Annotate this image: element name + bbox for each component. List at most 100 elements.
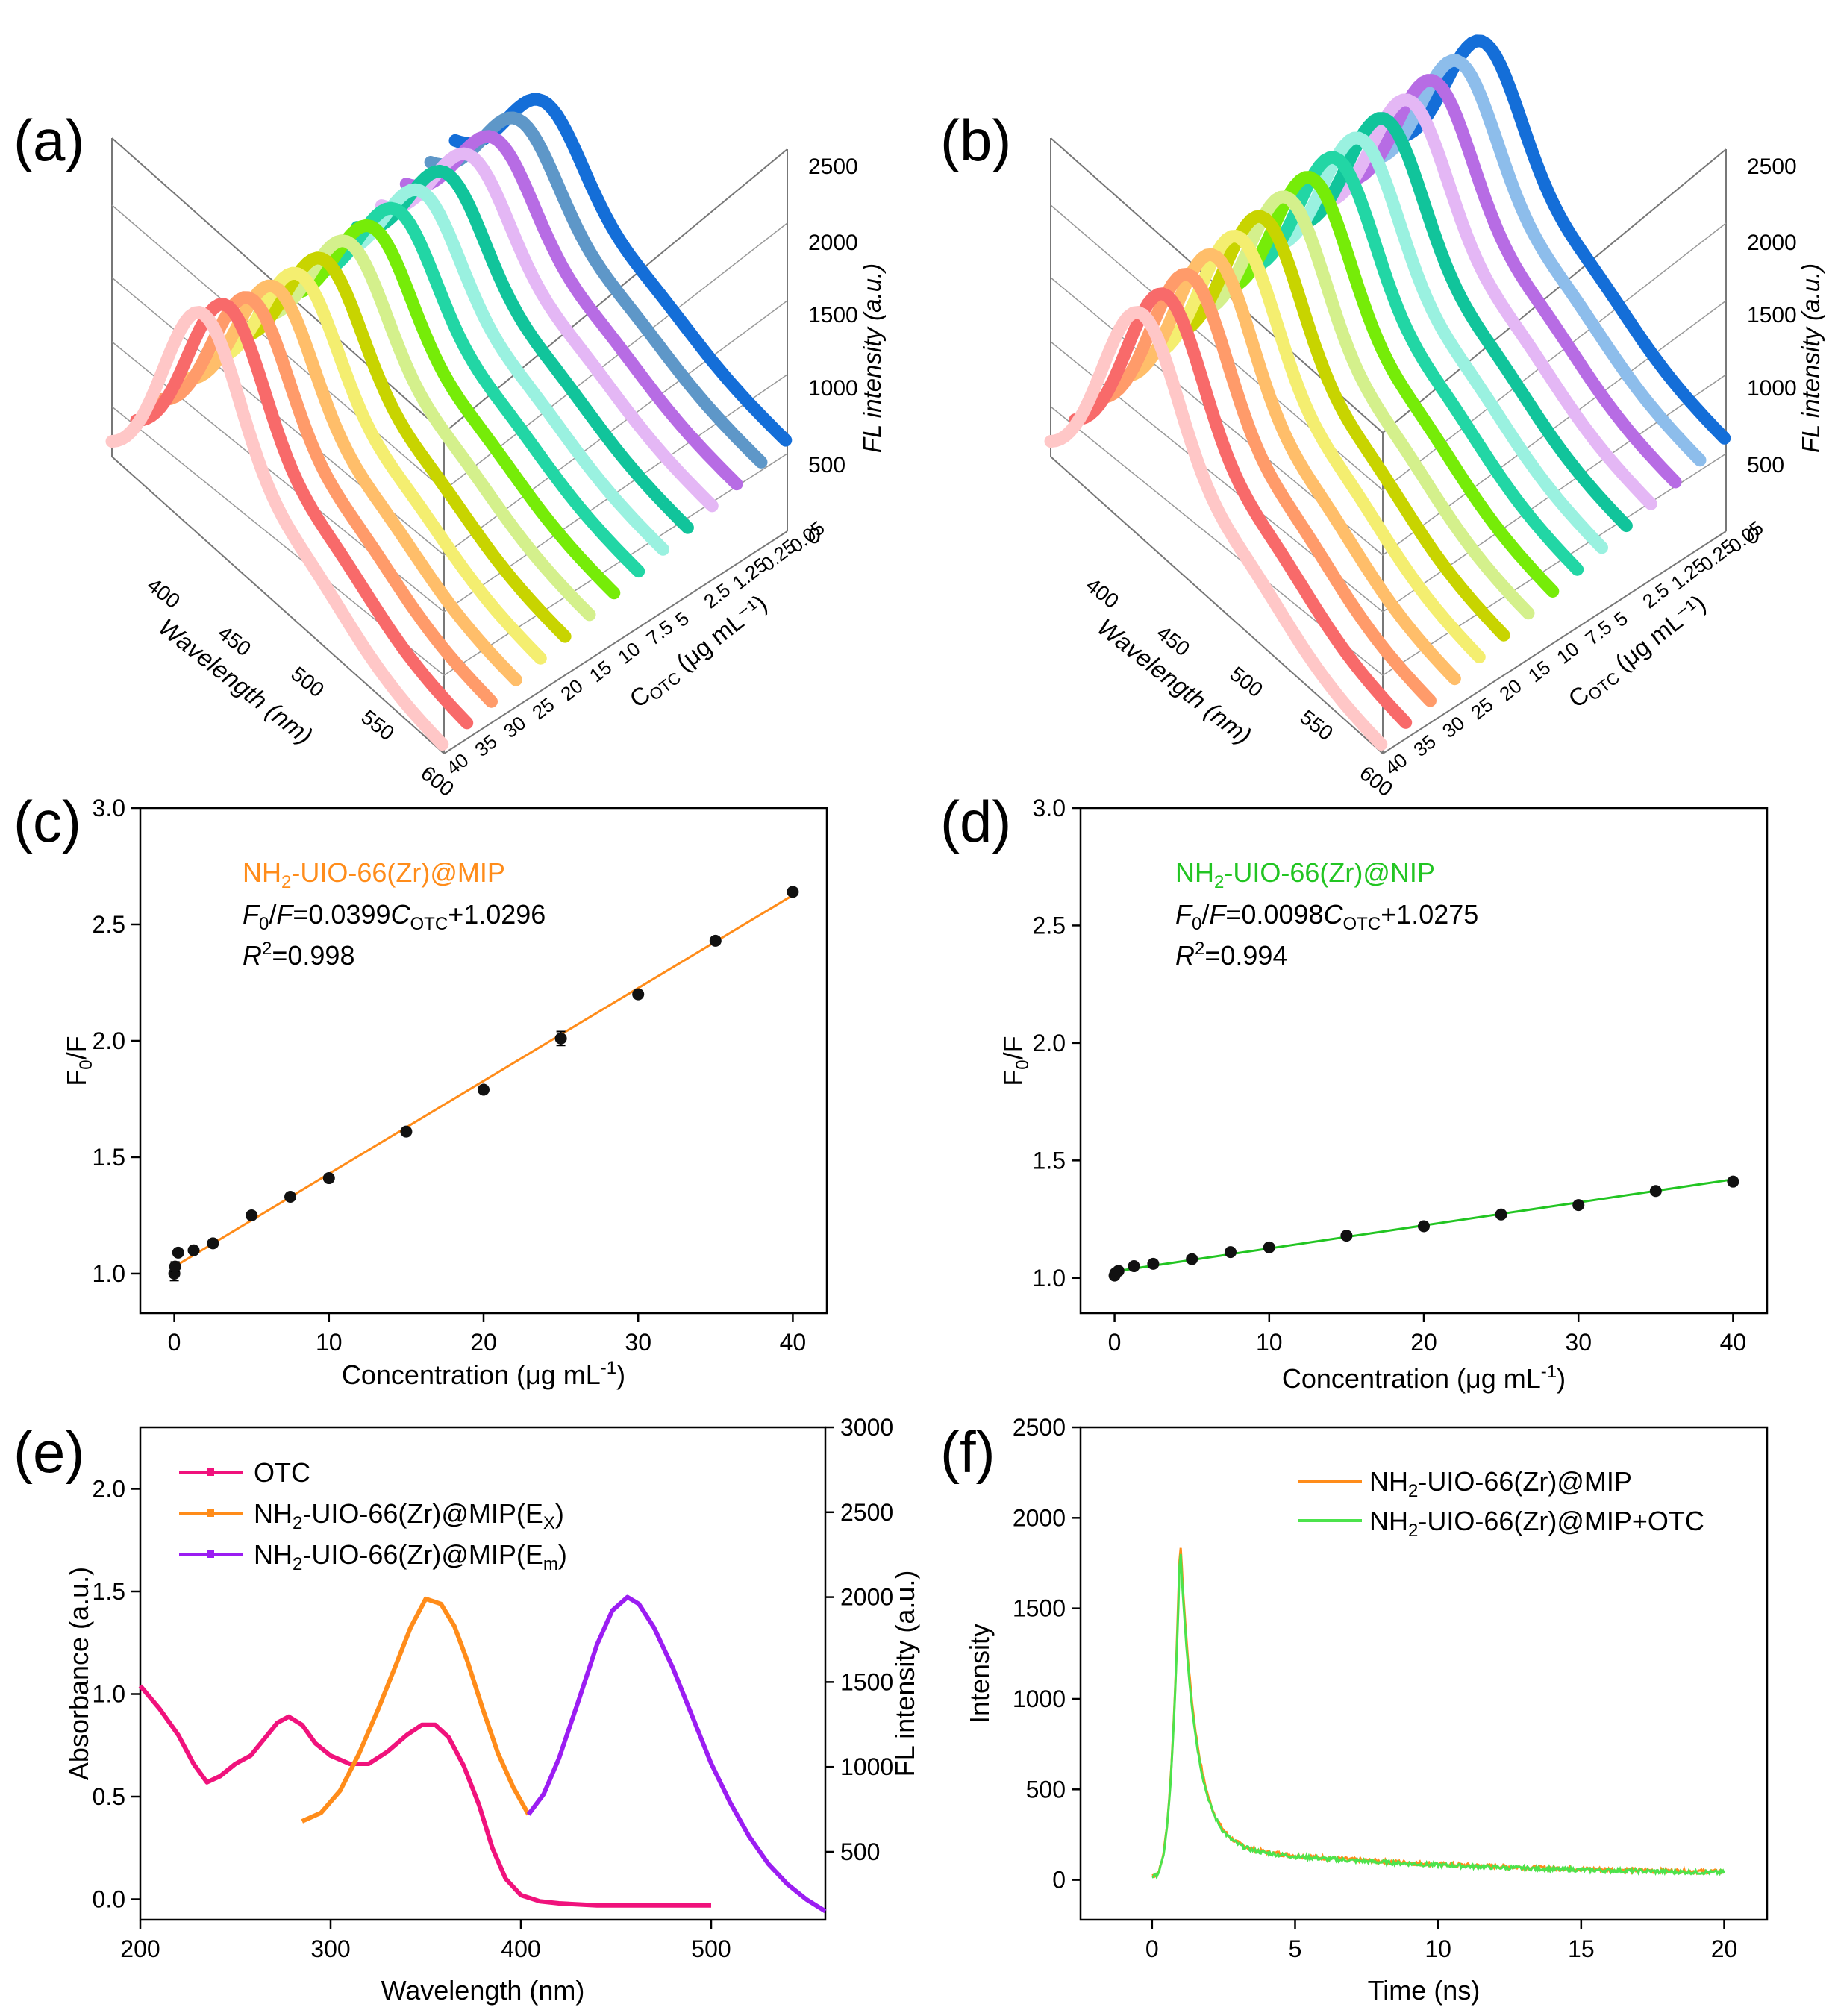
x-tick-label: 10 xyxy=(1256,1329,1283,1356)
x-axis-label-e: Wavelength (nm) xyxy=(381,1975,585,2006)
y-tick-label: 2000 xyxy=(840,1584,893,1611)
y-tick-label: 1500 xyxy=(840,1668,893,1695)
data-point xyxy=(169,1260,181,1273)
x-tick-label: 0 xyxy=(168,1329,181,1356)
x-tick-label: 40 xyxy=(1720,1329,1747,1356)
y-tick-label: 3.0 xyxy=(1033,795,1066,821)
z-tick-b: 2500 xyxy=(1747,154,1797,179)
waterfall-curve xyxy=(1265,131,1608,554)
concentration-tick: 25 xyxy=(1466,693,1497,724)
legend-label-em: NH2-UIO-66(Zr)@MIP(Em) xyxy=(254,1539,567,1574)
y-tick-label: 500 xyxy=(1026,1776,1066,1803)
panel-label-b: (b) xyxy=(940,107,1011,173)
waterfall-curve xyxy=(1142,230,1486,663)
legend-marker-otc xyxy=(207,1468,214,1476)
legend-label-otc: OTC xyxy=(254,1457,310,1488)
concentration-tick: 15 xyxy=(1524,656,1554,686)
data-point xyxy=(1572,1199,1585,1212)
x-tick-label: 30 xyxy=(1565,1329,1592,1356)
waterfall-curve xyxy=(1338,74,1682,489)
equation-c: F0/F=0.0399COTC+1.0296 xyxy=(243,899,546,934)
concentration-axis-label-b: COTC (μg mL⁻¹) xyxy=(1563,589,1713,716)
axes-c: 0 10 20 30 40 1.0 1.5 2.0 2.5 3.0 xyxy=(93,795,807,1356)
y-tick-label: 1000 xyxy=(840,1753,893,1780)
data-point xyxy=(400,1125,413,1138)
y-tick-label: 1500 xyxy=(1013,1595,1066,1622)
panel-label-f: (f) xyxy=(940,1419,995,1485)
wavelength-tick-b: 500 xyxy=(1225,662,1267,701)
waterfall-curve xyxy=(252,234,596,622)
plot-frame-e xyxy=(139,1426,827,1921)
axes-d: 0 10 20 30 40 1.0 1.5 2.0 2.5 3.0 xyxy=(1033,795,1747,1356)
data-point xyxy=(709,934,722,947)
panel-d: (d) 0 10 20 30 40 1.0 1.5 2.0 2.5 3.0 NH2-UIO-66(… xyxy=(940,789,1769,1394)
data-point xyxy=(322,1172,335,1185)
plot-frame-f xyxy=(1079,1426,1769,1921)
waterfall-curve xyxy=(1313,93,1657,510)
waterfall-curve xyxy=(1216,171,1560,598)
x-axis-label-c: Concentration (μg mL-1) xyxy=(342,1358,625,1390)
axes-e: 200 300 400 500 0.0 0.5 1.0 1.5 2.0 500 1000 1500 20… xyxy=(93,1414,894,1962)
box-frame-b xyxy=(1050,137,1727,754)
waterfall-curve xyxy=(1289,112,1633,533)
y-axis-label-d: F0/F xyxy=(998,1036,1033,1086)
concentration-tick: 2.5 xyxy=(699,578,734,613)
y-tick-label: 2.5 xyxy=(1033,912,1066,939)
x-tick-label: 5 xyxy=(1289,1935,1302,1962)
waterfall-curve xyxy=(1069,287,1413,729)
legend-marker-em xyxy=(207,1550,214,1558)
concentration-tick: 10 xyxy=(1552,637,1583,668)
legend-label-mip: NH2-UIO-66(Zr)@MIP xyxy=(1369,1466,1632,1501)
data-point xyxy=(1727,1175,1739,1188)
x-tick-label: 500 xyxy=(691,1935,731,1962)
legend-title-d: NH2-UIO-66(Zr)@NIP xyxy=(1175,857,1435,892)
waterfall-curve xyxy=(1387,34,1731,445)
wavelength-tick-a: 400 xyxy=(143,573,184,613)
waterfall-curve xyxy=(277,219,621,600)
y-tick-label: 2500 xyxy=(840,1499,893,1526)
plot-area-f xyxy=(1151,1547,1725,1880)
y-tick-label: 3.0 xyxy=(93,795,125,821)
data-point xyxy=(246,1209,258,1221)
x-tick-label: 15 xyxy=(1568,1935,1595,1962)
y-tick-label: 2.0 xyxy=(93,1476,125,1503)
concentration-tick: 20 xyxy=(557,674,587,705)
y-tick-label: 3000 xyxy=(840,1414,893,1441)
panel-label-a: (a) xyxy=(13,107,84,173)
waterfall-curve xyxy=(1166,210,1510,642)
panel-e: (e) 200 300 400 500 0.0 0.5 1.0 1.5 2.0 500 1000 15… xyxy=(13,1414,920,2006)
data-point xyxy=(632,988,645,1001)
y-axis-label-f: Intensity xyxy=(964,1624,995,1724)
equation-d: F0/F=0.0098COTC+1.0275 xyxy=(1175,899,1478,934)
y-tick-label: 2.0 xyxy=(93,1027,125,1054)
y-tick-label: 2.0 xyxy=(1033,1030,1066,1056)
x-tick-label: 300 xyxy=(310,1935,350,1962)
data-point xyxy=(1649,1185,1662,1198)
concentration-tick: 20 xyxy=(1495,674,1526,705)
x-tick-label: 20 xyxy=(1410,1329,1437,1356)
z-tick-a: 1500 xyxy=(808,303,858,328)
plot-area-e xyxy=(138,1594,827,1914)
data-point xyxy=(1340,1230,1353,1242)
decay-curve xyxy=(1151,1553,1725,1880)
r-squared-d: R2=0.994 xyxy=(1175,939,1287,971)
data-point xyxy=(1495,1208,1507,1221)
z-tick-a: 0 xyxy=(808,524,821,548)
waterfall-curve xyxy=(105,306,449,751)
y-axis-label-left-e: Absorbance (a.u.) xyxy=(63,1567,94,1780)
y-tick-label: 0.5 xyxy=(93,1783,125,1810)
x-tick-label: 0 xyxy=(1145,1935,1159,1962)
x-axis-label-f: Time (ns) xyxy=(1368,1975,1481,2006)
legend-title-c: NH2-UIO-66(Zr)@MIP xyxy=(243,857,505,892)
concentration-tick: 35 xyxy=(471,730,501,760)
y-tick-label: 1.0 xyxy=(93,1260,125,1287)
y-tick-label: 0.0 xyxy=(93,1886,125,1913)
data-point xyxy=(478,1083,490,1096)
panel-label-e: (e) xyxy=(13,1419,84,1485)
y-tick-label: 1.5 xyxy=(93,1578,125,1605)
y-tick-label: 500 xyxy=(840,1838,880,1865)
data-point xyxy=(1128,1260,1140,1273)
concentration-tick: 7.5 xyxy=(1581,616,1616,650)
waterfall-curve xyxy=(130,298,474,730)
data-point xyxy=(1224,1246,1237,1259)
